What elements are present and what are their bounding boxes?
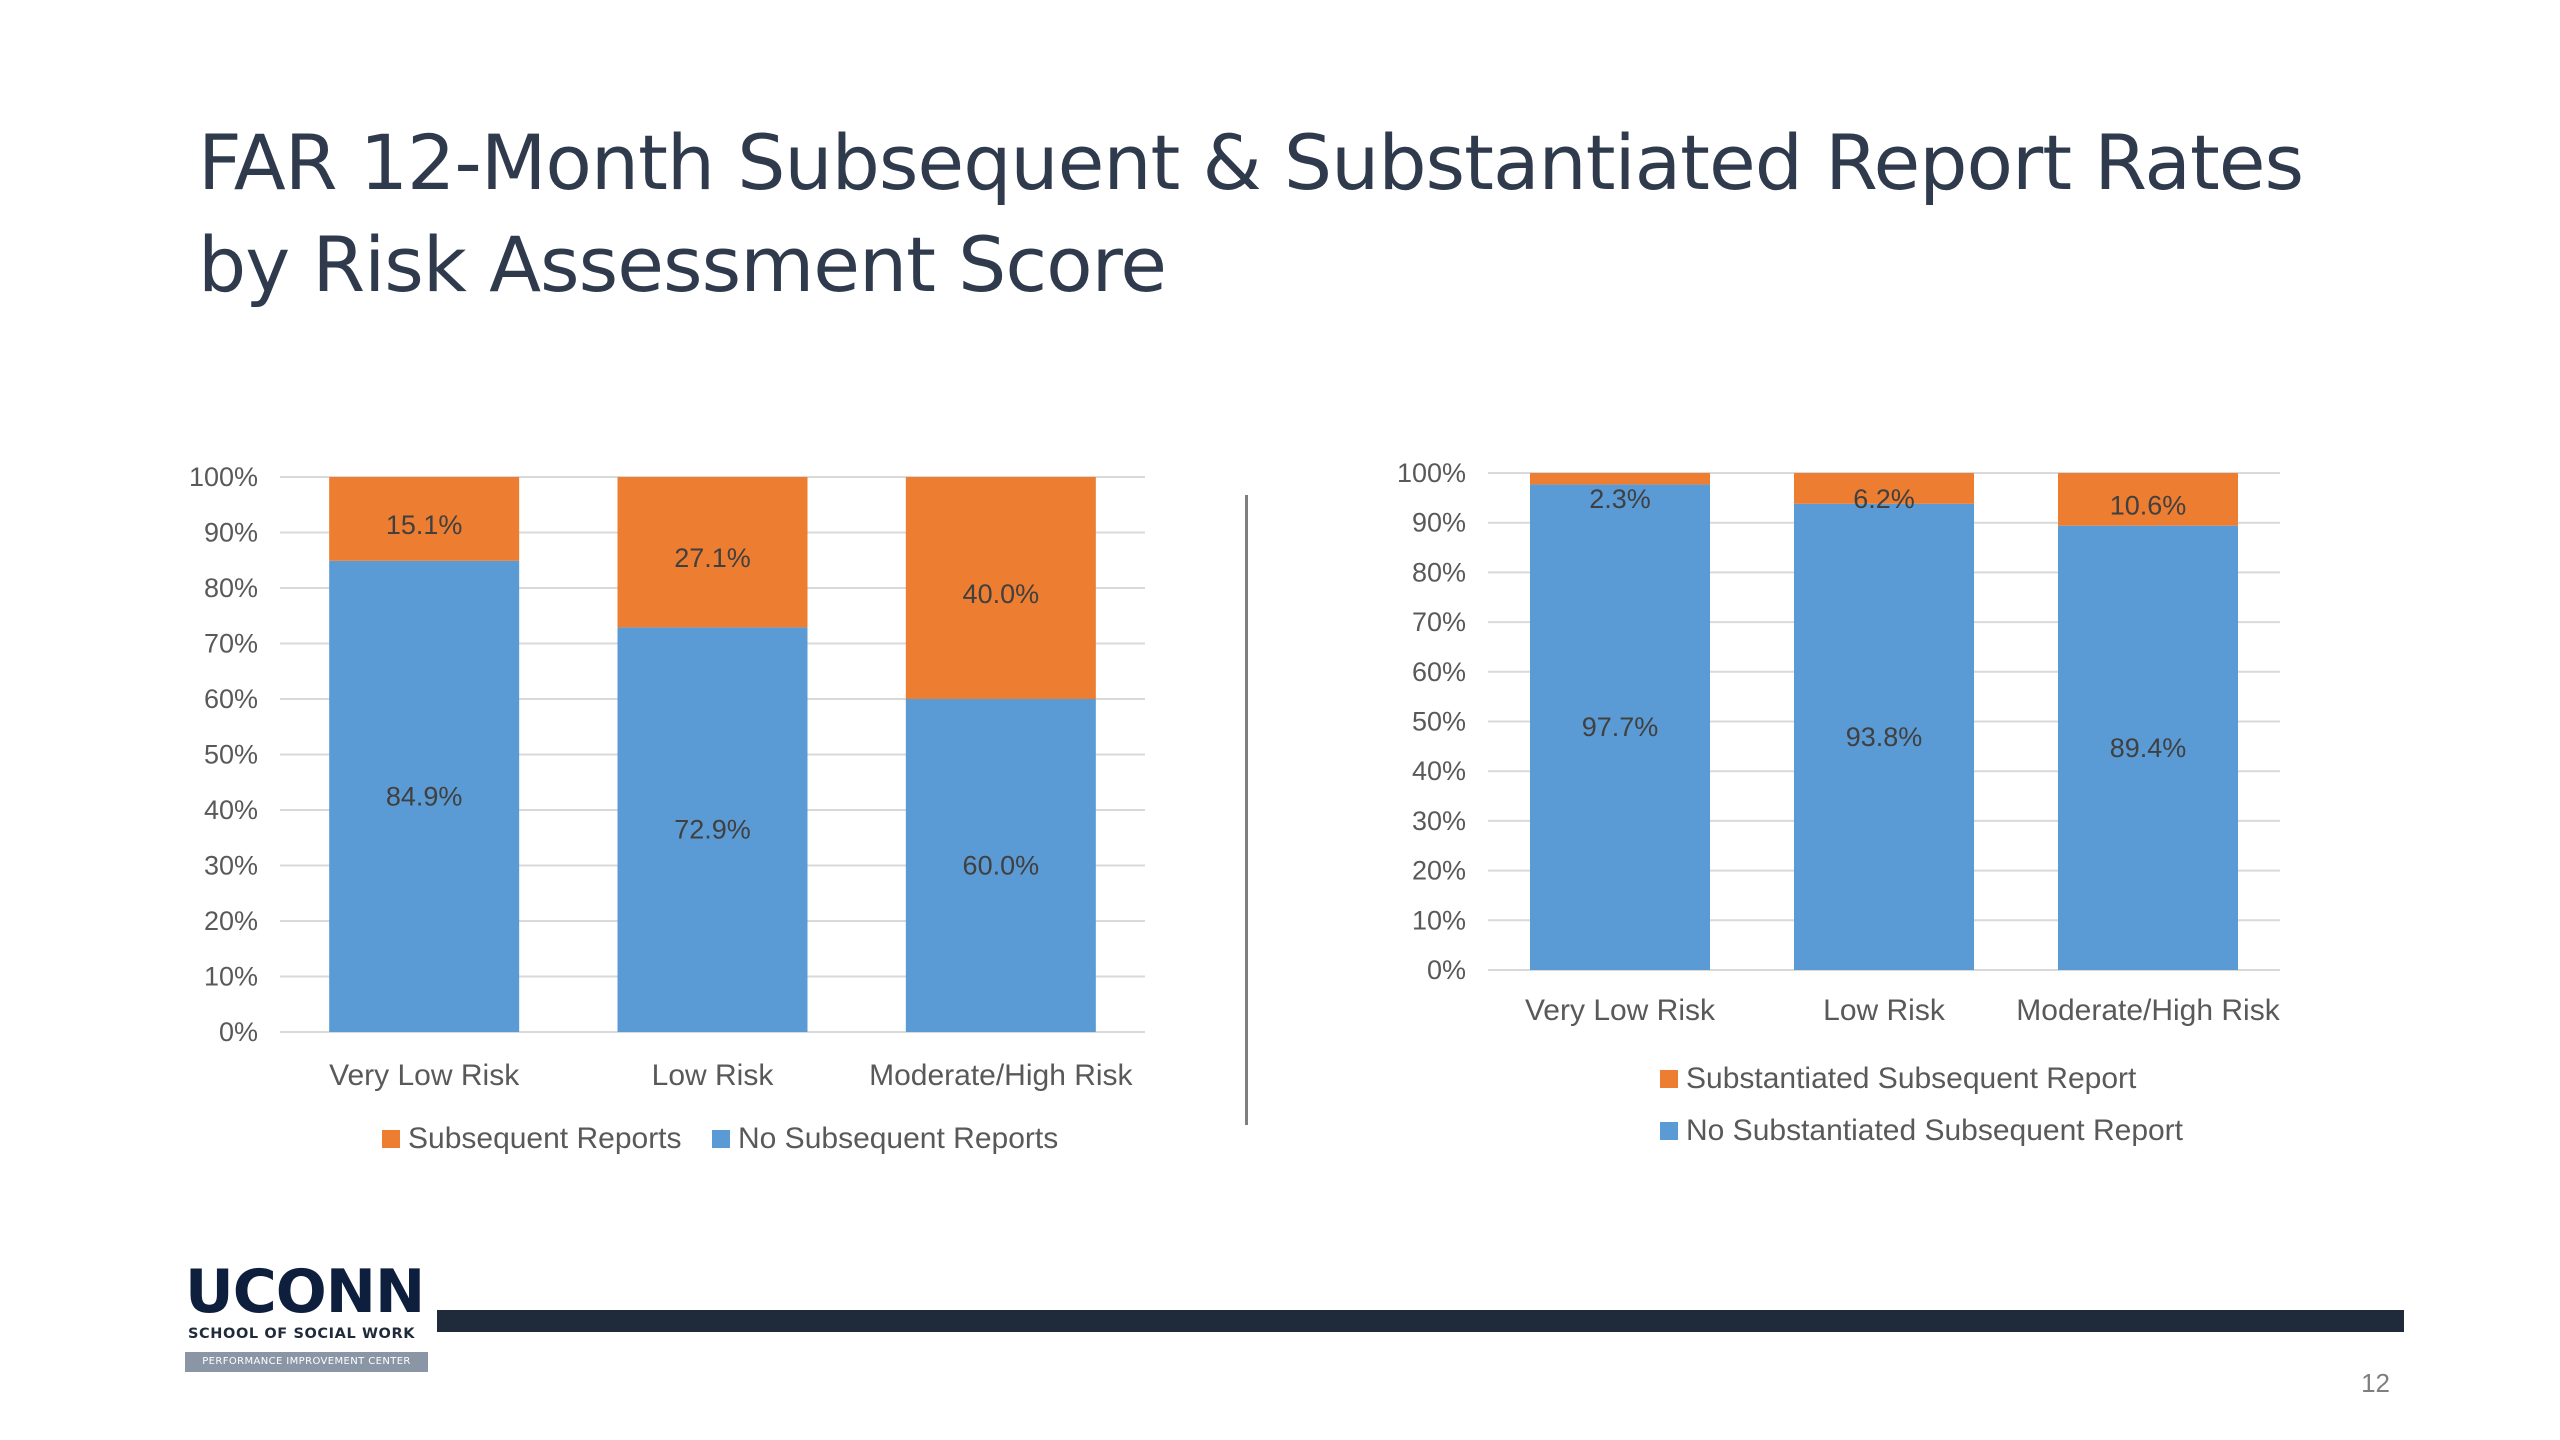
data-label: 40.0% [963, 579, 1040, 609]
page-number: 12 [2361, 1368, 2390, 1398]
y-tick-label: 50% [204, 740, 258, 770]
chart-substantiated-reports: 0% 10% 20% 30% 40% 50% 60% 70% 80% 90% 100% 97.7% 2.… [1397, 458, 2281, 1147]
bar-blue [329, 560, 520, 1032]
category-label: Moderate/High Risk [869, 1059, 1133, 1092]
y-tick-label: 20% [1412, 856, 1466, 886]
legend-label: Substantiated Subsequent Report [1686, 1062, 2137, 1095]
data-label: 2.3% [1589, 484, 1651, 514]
bar-blue [1530, 484, 1710, 970]
title-line-1: FAR 12-Month Subsequent & Substantiated … [198, 118, 2304, 207]
legend-label: No Substantiated Subsequent Report [1686, 1114, 2184, 1147]
bar-blue [617, 627, 808, 1032]
chart-divider [1245, 495, 1248, 1125]
y-tick-label: 100% [1397, 458, 1466, 488]
y-tick-label: 70% [204, 629, 258, 659]
uconn-logo: UCONN [185, 1257, 425, 1327]
category-label: Moderate/High Risk [2016, 994, 2280, 1027]
category-label: Low Risk [1823, 994, 1946, 1027]
logo-subtitle: SCHOOL OF SOCIAL WORK [188, 1326, 416, 1342]
y-tick-label: 100% [189, 462, 258, 492]
legend-swatch [382, 1130, 400, 1148]
y-tick-label: 0% [219, 1017, 258, 1047]
bar-orange [1530, 473, 1710, 485]
category-label: Very Low Risk [1525, 994, 1716, 1027]
y-tick-label: 90% [1412, 508, 1466, 538]
y-tick-label: 80% [204, 573, 258, 603]
slide-title: FAR 12-Month Subsequent & Substantiated … [198, 112, 2398, 316]
y-tick-label: 50% [1412, 707, 1466, 737]
bar-orange [905, 477, 1096, 699]
y-tick-label: 40% [204, 795, 258, 825]
legend-label: Subsequent Reports [408, 1122, 682, 1155]
y-tick-label: 60% [204, 684, 258, 714]
bar-orange [1794, 473, 1974, 504]
bar-orange [2058, 473, 2238, 526]
category-label: Low Risk [652, 1059, 775, 1092]
data-label: 10.6% [2110, 490, 2187, 520]
legend-swatch [1660, 1070, 1678, 1088]
data-label: 84.9% [386, 781, 463, 811]
y-tick-label: 70% [1412, 607, 1466, 637]
y-tick-label: 30% [204, 851, 258, 881]
data-label: 6.2% [1853, 484, 1915, 514]
data-label: 93.8% [1846, 722, 1923, 752]
bar-blue [905, 699, 1096, 1032]
y-tick-label: 30% [1412, 806, 1466, 836]
data-label: 27.1% [674, 543, 751, 573]
bar-orange [617, 477, 808, 628]
y-tick-label: 80% [1412, 557, 1466, 587]
y-tick-label: 60% [1412, 657, 1466, 687]
bar-blue [1794, 503, 1974, 970]
data-label: 60.0% [963, 851, 1040, 881]
chart-subsequent-reports: 0% 10% 20% 30% 40% 50% 60% 70% 80% 90% 100% 84.9% 15… [189, 462, 1145, 1155]
data-label: 72.9% [674, 815, 751, 845]
bar-orange [329, 477, 520, 561]
title-line-2: by Risk Assessment Score [198, 220, 1167, 309]
legend-swatch [1660, 1122, 1678, 1140]
data-label: 97.7% [1582, 712, 1659, 742]
y-tick-label: 0% [1427, 955, 1466, 985]
data-label: 89.4% [2110, 733, 2187, 763]
data-label: 15.1% [386, 510, 463, 540]
y-tick-label: 40% [1412, 756, 1466, 786]
category-label: Very Low Risk [329, 1059, 520, 1092]
logo-band: PERFORMANCE IMPROVEMENT CENTER [185, 1352, 428, 1372]
y-tick-label: 90% [204, 518, 258, 548]
legend-swatch [712, 1130, 730, 1148]
y-tick-label: 10% [1412, 905, 1466, 935]
legend-label: No Subsequent Reports [738, 1122, 1058, 1155]
bar-blue [2058, 525, 2238, 970]
y-tick-label: 20% [204, 906, 258, 936]
footer-bar [437, 1310, 2404, 1332]
y-tick-label: 10% [204, 962, 258, 992]
